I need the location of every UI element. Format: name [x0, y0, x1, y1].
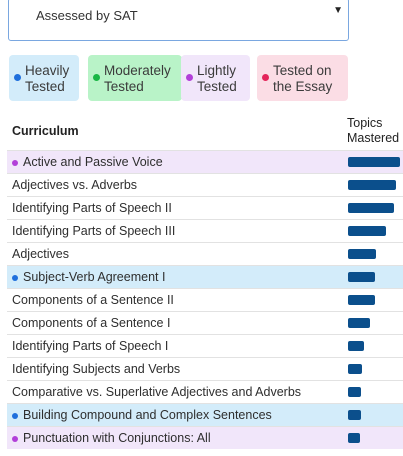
lightly-tested-dot-icon — [186, 74, 193, 81]
topics-mastered-bar — [348, 180, 396, 190]
legend-heavily-tested[interactable]: Heavily Tested — [9, 55, 79, 101]
table-row[interactable]: Identifying Parts of Speech II — [7, 196, 403, 219]
table-row[interactable]: Identifying Parts of Speech I — [7, 334, 403, 357]
lightly-tested-dot-icon — [12, 160, 18, 166]
table-row[interactable]: Identifying Subjects and Verbs — [7, 357, 403, 380]
topics-mastered-bar — [348, 433, 360, 443]
table-row[interactable]: Active and Passive Voice — [7, 150, 403, 173]
topics-mastered-bar — [348, 318, 370, 328]
curriculum-topic-name[interactable]: Components of a Sentence I — [12, 316, 171, 330]
curriculum-topic-name[interactable]: Punctuation with Conjunctions: All — [23, 431, 211, 445]
topics-mastered-bar — [348, 341, 364, 351]
table-row[interactable]: Adjectives — [7, 242, 403, 265]
topics-mastered-bar — [348, 226, 386, 236]
topics-mastered-bar — [348, 295, 375, 305]
table-row[interactable]: Building Compound and Complex Sentences — [7, 403, 403, 426]
topics-mastered-bar — [348, 364, 362, 374]
curriculum-topic-name[interactable]: Adjectives vs. Adverbs — [12, 178, 138, 192]
topics-mastered-bar — [348, 387, 361, 397]
table-row[interactable]: Subject-Verb Agreement I — [7, 265, 403, 288]
testing-frequency-legend: Heavily Tested Moderately Tested Lightly Te… — [9, 55, 403, 101]
legend-tested-on-essay[interactable]: Tested on the Essay — [257, 55, 348, 101]
assessment-filter-select[interactable]: Assessed by SAT ▼ — [8, 0, 349, 41]
table-row[interactable]: Components of a Sentence II — [7, 288, 403, 311]
curriculum-topic-name[interactable]: Components of a Sentence II — [12, 293, 174, 307]
legend-lightly-tested[interactable]: Lightly Tested — [181, 55, 250, 101]
curriculum-column-header[interactable]: Curriculum — [12, 124, 79, 138]
filter-selected-value: Assessed by SAT — [36, 8, 138, 23]
topics-mastered-bar — [348, 410, 361, 420]
topics-mastered-bar — [348, 203, 394, 213]
curriculum-topic-name[interactable]: Identifying Subjects and Verbs — [12, 362, 181, 376]
curriculum-topic-name[interactable]: Subject-Verb Agreement I — [23, 270, 166, 284]
curriculum-topic-name[interactable]: Active and Passive Voice — [23, 155, 163, 169]
heavily-tested-dot-icon — [12, 275, 18, 281]
curriculum-topic-name[interactable]: Identifying Parts of Speech II — [12, 201, 172, 215]
lightly-tested-dot-icon — [12, 436, 18, 442]
table-row[interactable]: Components of a Sentence I — [7, 311, 403, 334]
curriculum-topic-name[interactable]: Identifying Parts of Speech III — [12, 224, 176, 238]
essay-tested-dot-icon — [262, 74, 269, 81]
curriculum-table-body: Active and Passive Voice Adjectives vs. A… — [7, 150, 403, 449]
topics-mastered-bar — [348, 157, 400, 167]
topics-mastered-column-header[interactable]: Topics Mastered — [347, 116, 400, 145]
heavily-tested-dot-icon — [14, 74, 21, 81]
table-row[interactable]: Adjectives vs. Adverbs — [7, 173, 403, 196]
table-row[interactable]: Comparative vs. Superlative Adjectives a… — [7, 380, 403, 403]
topics-mastered-bar — [348, 249, 376, 259]
curriculum-topic-name[interactable]: Identifying Parts of Speech I — [12, 339, 169, 353]
moderately-tested-dot-icon — [93, 74, 100, 81]
curriculum-topic-name[interactable]: Building Compound and Complex Sentences — [23, 408, 272, 422]
curriculum-topic-name[interactable]: Comparative vs. Superlative Adjectives a… — [12, 385, 302, 399]
dropdown-caret-icon[interactable]: ▼ — [333, 5, 343, 16]
table-row[interactable]: Punctuation with Conjunctions: All — [7, 426, 403, 449]
legend-moderately-tested[interactable]: Moderately Tested — [88, 55, 182, 101]
heavily-tested-dot-icon — [12, 413, 18, 419]
topics-mastered-bar — [348, 272, 375, 282]
table-row[interactable]: Identifying Parts of Speech III — [7, 219, 403, 242]
curriculum-topic-name[interactable]: Adjectives — [12, 247, 69, 261]
